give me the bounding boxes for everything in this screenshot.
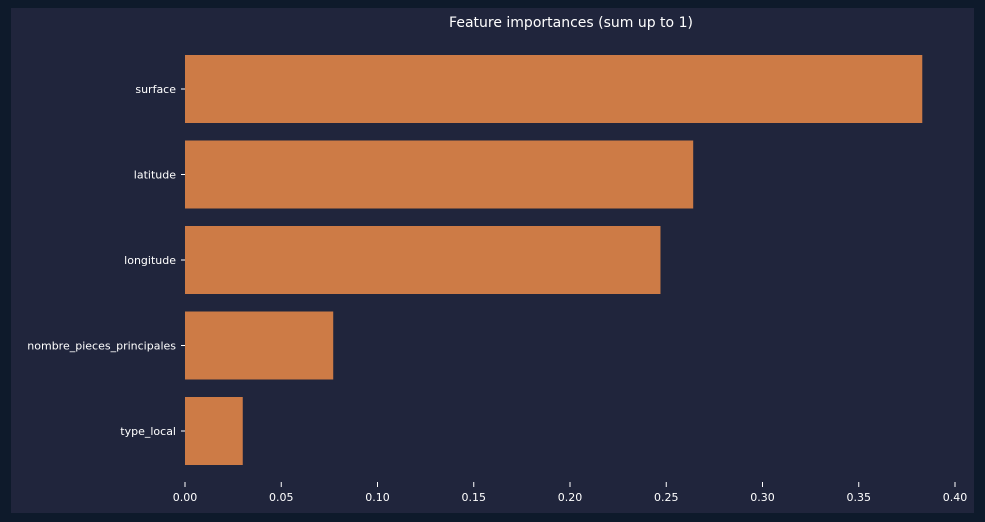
x-tick-label-7: 0.35 bbox=[847, 491, 872, 504]
chart-title: Feature importances (sum up to 1) bbox=[449, 15, 693, 31]
bar-longitude bbox=[185, 226, 661, 294]
x-tick-label-3: 0.15 bbox=[462, 491, 487, 504]
x-tick-label-1: 0.05 bbox=[269, 491, 294, 504]
bar-type-local bbox=[185, 397, 243, 465]
bars-group bbox=[185, 55, 923, 465]
x-tick-label-6: 0.30 bbox=[750, 491, 775, 504]
x-tick-label-0: 0.00 bbox=[173, 491, 198, 504]
bar-latitude bbox=[185, 140, 694, 209]
y-tick-label-longitude: longitude bbox=[124, 254, 176, 267]
bar-surface bbox=[185, 55, 923, 123]
y-tick-label-type-local: type_local bbox=[120, 425, 176, 438]
x-tick-label-2: 0.10 bbox=[365, 491, 390, 504]
y-tick-label-surface: surface bbox=[135, 83, 176, 96]
x-tick-label-8: 0.40 bbox=[943, 491, 968, 504]
x-tick-label-4: 0.20 bbox=[558, 491, 583, 504]
y-axis: surface latitude longitude nombre_pieces_pr… bbox=[27, 83, 185, 438]
y-tick-label-latitude: latitude bbox=[134, 169, 176, 182]
bar-nombre-pieces-principales bbox=[185, 311, 334, 380]
x-tick-label-5: 0.25 bbox=[654, 491, 679, 504]
y-tick-label-nombre-pieces-principales: nombre_pieces_principales bbox=[27, 340, 176, 353]
x-axis: 0.00 0.05 0.10 0.15 0.20 0.25 0.30 0.35 0.40 bbox=[173, 482, 968, 504]
